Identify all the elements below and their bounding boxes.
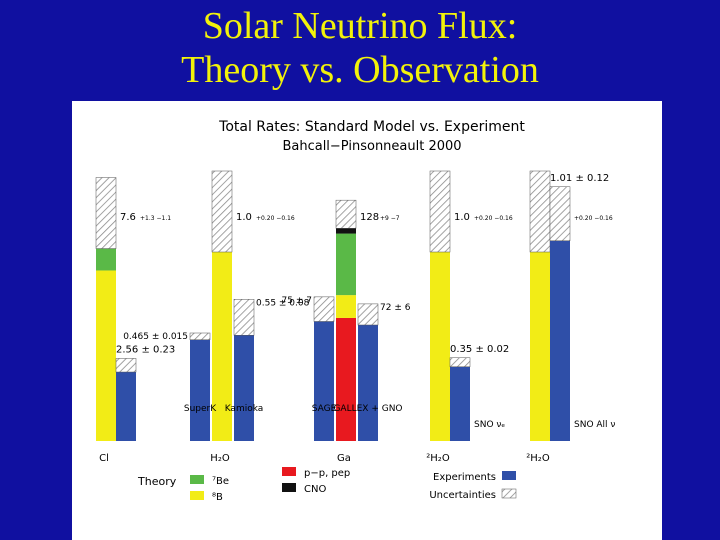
experiment-bar-1 xyxy=(358,314,378,441)
theory-error-label: +1.3 −1.1 xyxy=(140,215,171,222)
legend-label-experiment: Experiments xyxy=(433,472,496,483)
experiment-bar xyxy=(116,365,136,441)
legend-label-B8: ⁸B xyxy=(212,492,223,503)
bars-layer: 7.6 +1.3 −1.1 Cl 2.56 ± 0.23 1.0 +0.20 −0.16 H… xyxy=(95,170,615,464)
experiment-name: SNO νₑ xyxy=(474,420,505,430)
theory-uncertainty xyxy=(429,170,451,253)
x-axis-label: ²H₂O xyxy=(426,453,450,464)
theory-segment-B8 xyxy=(530,216,550,441)
experiment-bar-1-uncertainty xyxy=(357,303,379,326)
chart-subtitle: Bahcall−Pinsonneault 2000 xyxy=(282,139,461,154)
legend-swatch-Be7 xyxy=(190,475,204,484)
experiment-name: Kamioka xyxy=(225,404,264,414)
chart-canvas: Total Rates: Standard Model vs. Experime… xyxy=(95,119,615,503)
theory-segment-B8 xyxy=(430,216,450,441)
legend-swatch-B8 xyxy=(190,491,204,500)
theory-error-label: +0.20 −0.16 xyxy=(256,215,295,222)
experiment-bar-uncertainty xyxy=(115,358,137,373)
theory-uncertainty xyxy=(529,170,551,253)
experiment-name: SNO All ν xyxy=(574,420,615,430)
experiment-value-label: 1.01 ± 0.12 xyxy=(550,173,609,184)
theory-segment-pp_pep xyxy=(336,317,356,441)
x-axis-label: Cl xyxy=(99,453,109,464)
theory-segment-B8 xyxy=(96,270,116,441)
theory-total-label: 7.6 xyxy=(120,212,136,223)
legend-swatch-uncertainty_hatch xyxy=(501,488,517,499)
experiment-name: SuperK xyxy=(184,404,217,414)
experiment-bar-0 xyxy=(190,336,210,441)
experiment-value-label: 72 ± 6 xyxy=(380,303,411,313)
legend-swatch-pp_pep xyxy=(282,467,296,476)
theory-total-label: 1.0 xyxy=(454,212,470,223)
theory-error-label: +0.20 −0.16 xyxy=(474,215,513,222)
legend-label-CNO: CNO xyxy=(304,484,326,495)
theory-total-label: 128 xyxy=(360,212,379,223)
chart-figure: Total Rates: Standard Model vs. Experime… xyxy=(72,101,662,540)
theory-uncertainty xyxy=(335,199,357,229)
experiment-value-label: 0.465 ± 0.015 xyxy=(123,332,188,342)
slide-title-line-1: Solar Neutrino Flux: xyxy=(202,5,518,47)
x-axis-label: Ga xyxy=(337,453,351,464)
theory-uncertainty xyxy=(95,177,117,249)
legend-label-Be7: ⁷Be xyxy=(212,476,229,487)
experiment-bar-1 xyxy=(234,317,254,441)
legend-label-pp_pep: p−p, pep xyxy=(304,468,350,479)
legend-label-uncertainty_hatch: Uncertainties xyxy=(429,490,496,501)
theory-error-label: +0.20 −0.16 xyxy=(574,215,613,222)
experiment-name: SAGE xyxy=(312,404,337,414)
experiment-name: GALLEX + GNO xyxy=(333,404,402,414)
experiment-bar-0-uncertainty xyxy=(189,332,211,340)
experiment-bar xyxy=(550,213,570,441)
experiment-bar-0 xyxy=(314,309,334,441)
theory-segment-Be7 xyxy=(336,233,356,296)
experiment-value-label: 0.35 ± 0.02 xyxy=(450,344,509,355)
x-axis-label: ²H₂O xyxy=(526,453,550,464)
legend-swatch-CNO xyxy=(282,483,296,492)
legend-swatch-experiment xyxy=(502,471,516,480)
x-axis-label: H₂O xyxy=(210,453,230,464)
chart-title: Total Rates: Standard Model vs. Experime… xyxy=(218,119,525,135)
theory-segment-B8 xyxy=(336,295,356,318)
theory-segment-B8 xyxy=(212,216,232,441)
experiment-bar-1-uncertainty xyxy=(233,299,255,336)
theory-total-label: 1.0 xyxy=(236,212,252,223)
legend-theory-heading: Theory xyxy=(137,475,177,488)
theory-error-label: +9 −7 xyxy=(380,215,400,222)
experiment-value-label: 0.55 ± 0.08 xyxy=(256,298,310,308)
experiment-bar-uncertainty xyxy=(549,186,571,241)
experiment-value-label: 2.56 ± 0.23 xyxy=(116,344,175,355)
theory-uncertainty xyxy=(211,170,233,253)
slide-title: Solar Neutrino Flux: Theory vs. Observat… xyxy=(0,4,720,92)
experiment-bar xyxy=(450,362,470,441)
experiment-bar-0-uncertainty xyxy=(313,296,335,322)
slide-title-line-2: Theory vs. Observation xyxy=(181,49,539,91)
experiment-bar-uncertainty xyxy=(449,357,471,367)
legend: Theory ⁷Be ⁸B p−p, pep CNO Experiments Uncerta… xyxy=(137,467,517,503)
experiment-value-label: 75 ± 7 xyxy=(282,296,312,306)
